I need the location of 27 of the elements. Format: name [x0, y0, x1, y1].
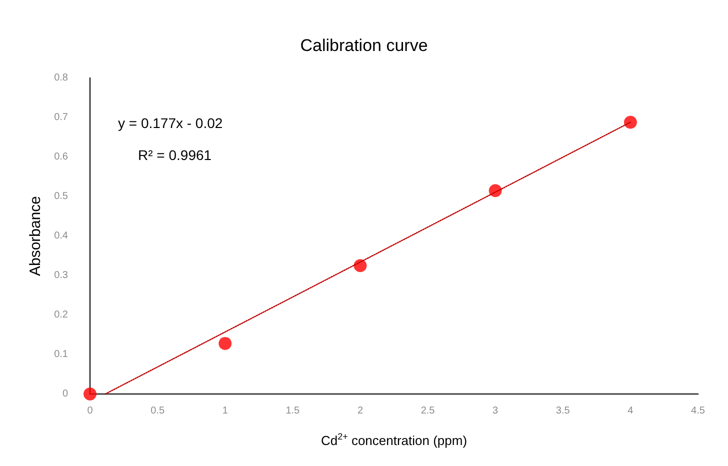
x-tick-label: 3.5 [556, 406, 570, 416]
y-tick-label: 0.5 [54, 191, 68, 202]
annotation: y = 0.177x - 0.02 [118, 115, 223, 131]
x-tick-label: 1 [222, 406, 228, 416]
y-tick-label: 0.6 [54, 152, 68, 162]
x-tick-label: 2.5 [420, 406, 436, 416]
y-tick-label: 0.8 [54, 72, 68, 84]
x-tick-label: 0.5 [150, 406, 165, 416]
y-tick-label: 0 [62, 388, 68, 400]
point [84, 388, 96, 400]
y-tick-label: 0.4 [54, 230, 68, 242]
x-tick-label: 4 [628, 406, 634, 416]
point [624, 116, 637, 129]
y-tick-label: 0.3 [54, 270, 68, 281]
y-tick-label: 0.1 [54, 349, 68, 360]
y-axis-title: Absorbance [27, 196, 44, 276]
x-tick-label: 2 [357, 406, 364, 416]
point [354, 259, 367, 272]
x-tick-label: 4.5 [691, 406, 706, 416]
point [218, 336, 232, 350]
x-tick-label: 3 [492, 406, 499, 416]
y-tick-label: 0.2 [54, 310, 68, 320]
x-tick-label: 0 [87, 406, 94, 416]
y-tick-label: 0.7 [54, 112, 68, 123]
chart-title: Calibration curve [300, 36, 428, 55]
annotation: R² = 0.9961 [138, 147, 212, 163]
x-tick-label: 1.5 [286, 406, 300, 416]
